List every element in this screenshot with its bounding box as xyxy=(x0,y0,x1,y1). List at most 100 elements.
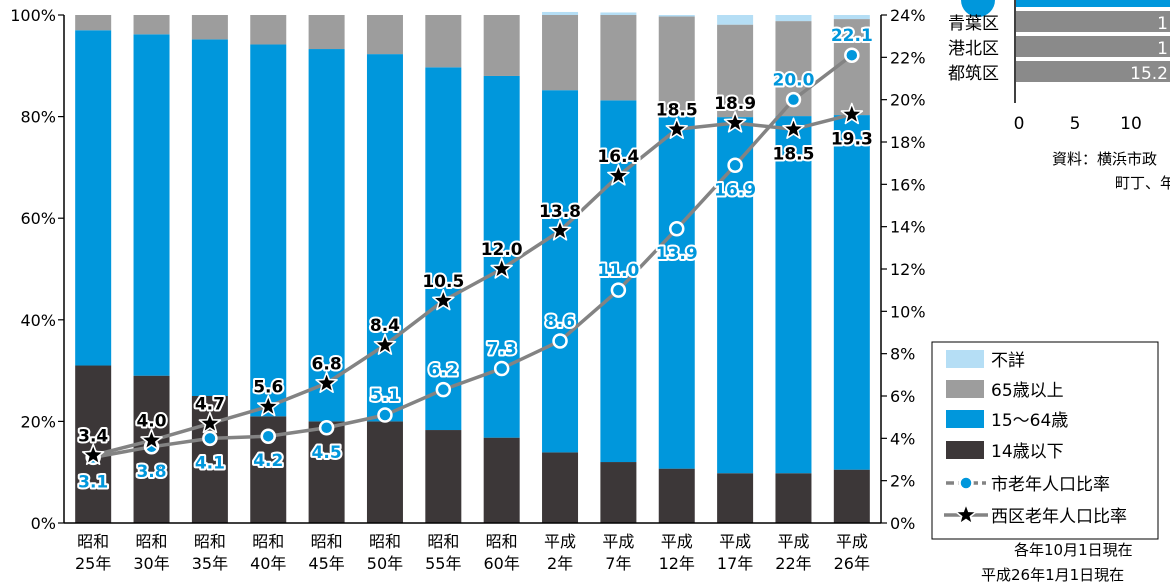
west-ratio-label: 18.5 xyxy=(772,144,814,164)
west-ratio-label: 12.0 xyxy=(481,240,523,260)
bar-segment xyxy=(191,15,228,40)
inset-row-value: 1 xyxy=(1157,39,1168,59)
city-ratio-label: 8.6 xyxy=(545,312,575,332)
west-ratio-point xyxy=(315,371,338,393)
city-ratio-label: 4.5 xyxy=(312,443,342,463)
city-ratio-label: 4.1 xyxy=(195,453,225,473)
x-tick-label-era: 昭和 xyxy=(77,532,109,551)
bar-segment xyxy=(483,437,520,523)
x-tick-label-era: 昭和 xyxy=(369,532,401,551)
west-ratio-point xyxy=(198,411,222,434)
x-tick-label-era: 平成 xyxy=(836,532,868,551)
x-tick-label-era: 昭和 xyxy=(427,532,459,551)
bar-segment xyxy=(366,54,403,422)
inset-badge-icon xyxy=(961,0,995,17)
inset-top-bar xyxy=(1016,0,1170,7)
right-tick-label: 24% xyxy=(890,6,926,25)
city-ratio-point xyxy=(669,221,685,237)
west-ratio-point xyxy=(607,164,630,186)
bar-segment xyxy=(717,24,754,118)
right-tick-label: 2% xyxy=(890,472,915,491)
bar-segment xyxy=(658,111,695,469)
legend-star-icon xyxy=(953,501,979,526)
bar-segment xyxy=(658,468,695,523)
bar-segment xyxy=(775,15,812,22)
bar-segment xyxy=(600,12,637,15)
ward-inset-chart: 青葉区 1 港北区 1 都筑区 15.2 0 5 10 資料：横浜市政 町丁、年 xyxy=(948,0,1170,192)
city-ratio-label: 6.2 xyxy=(428,361,458,381)
x-tick-label-year: 55年 xyxy=(425,554,461,573)
x-tick-label-year: 60年 xyxy=(483,554,519,573)
legend-swatch xyxy=(946,441,984,459)
city-ratio-line xyxy=(92,53,853,460)
west-ratio-label: 4.0 xyxy=(136,411,166,431)
bar-segment xyxy=(658,16,695,112)
bar-segment xyxy=(308,49,345,422)
x-tick-label-era: 平成 xyxy=(544,532,576,551)
west-ratio-label: 13.8 xyxy=(539,202,581,222)
left-tick-label: 20% xyxy=(20,412,56,431)
bar-segment xyxy=(600,462,637,523)
x-tick-label-year: 26年 xyxy=(834,554,870,573)
city-ratio-label: 4.2 xyxy=(253,451,283,471)
legend-label: 15～64歳 xyxy=(991,411,1068,431)
x-tick-label-era: 平成 xyxy=(602,532,634,551)
bar-segment xyxy=(833,469,870,523)
city-ratio-point xyxy=(260,428,276,444)
x-tick-label-year: 17年 xyxy=(717,554,753,573)
x-tick-label-era: 平成 xyxy=(661,532,693,551)
bar-segment xyxy=(542,11,579,15)
bar-segment xyxy=(250,15,287,45)
x-tick-label-era: 昭和 xyxy=(486,532,518,551)
bar-segment xyxy=(600,15,637,101)
city-ratio-label: 22.1 xyxy=(831,26,873,46)
right-tick-label: 10% xyxy=(890,302,926,321)
x-tick-label-era: 昭和 xyxy=(311,532,343,551)
inset-row-bar xyxy=(1016,11,1170,32)
bar-segment xyxy=(483,15,520,76)
west-ratio-point xyxy=(373,333,397,355)
bar-segment xyxy=(600,100,637,463)
bar-segment xyxy=(250,44,287,417)
west-ratio-point xyxy=(81,443,105,465)
city-ratio-label: 3.8 xyxy=(136,462,166,482)
right-tick-label: 20% xyxy=(890,91,926,110)
inset-source-line2: 町丁、年 xyxy=(1115,174,1170,192)
inset-row-bar xyxy=(1016,36,1170,57)
x-tick-label-era: 昭和 xyxy=(194,532,226,551)
note-line2: 平成26年1月1日現在 xyxy=(981,566,1124,584)
right-tick-label: 8% xyxy=(890,345,915,364)
city-ratio-label: 3.1 xyxy=(78,472,108,492)
bar-segment xyxy=(425,430,462,523)
bar-segment xyxy=(775,473,812,523)
inset-tick-label: 0 xyxy=(1014,114,1025,134)
west-ratio-label: 16.4 xyxy=(597,147,639,167)
city-ratio-label: 13.9 xyxy=(656,244,698,264)
west-ratio-label: 6.8 xyxy=(312,354,342,374)
right-tick-label: 14% xyxy=(890,218,926,237)
x-tick-label-year: 2年 xyxy=(547,554,573,573)
bar-segment xyxy=(425,67,462,431)
city-ratio-point xyxy=(493,360,510,377)
west-ratio-point xyxy=(665,117,688,139)
west-ratio-point xyxy=(840,102,864,125)
west-ratio-label: 8.4 xyxy=(370,316,400,336)
west-ratio-label: 19.3 xyxy=(831,129,873,149)
x-tick-label-era: 昭和 xyxy=(252,532,284,551)
bar-segment xyxy=(542,15,579,91)
bar-segment xyxy=(775,116,812,474)
legend-swatch xyxy=(946,380,984,398)
city-ratio-point xyxy=(318,420,335,436)
x-tick-label-era: 昭和 xyxy=(136,532,168,551)
right-tick-label: 4% xyxy=(890,429,915,448)
stacked-bars xyxy=(75,11,870,523)
inset-row-value: 15.2 xyxy=(1130,64,1168,84)
bar-segment xyxy=(425,15,462,68)
bar-segment xyxy=(717,473,754,523)
city-ratio-point xyxy=(377,407,393,423)
bar-segment xyxy=(366,421,403,523)
city-ratio-point xyxy=(552,333,568,349)
left-tick-label: 40% xyxy=(20,311,56,330)
west-ratio-point xyxy=(432,289,455,311)
